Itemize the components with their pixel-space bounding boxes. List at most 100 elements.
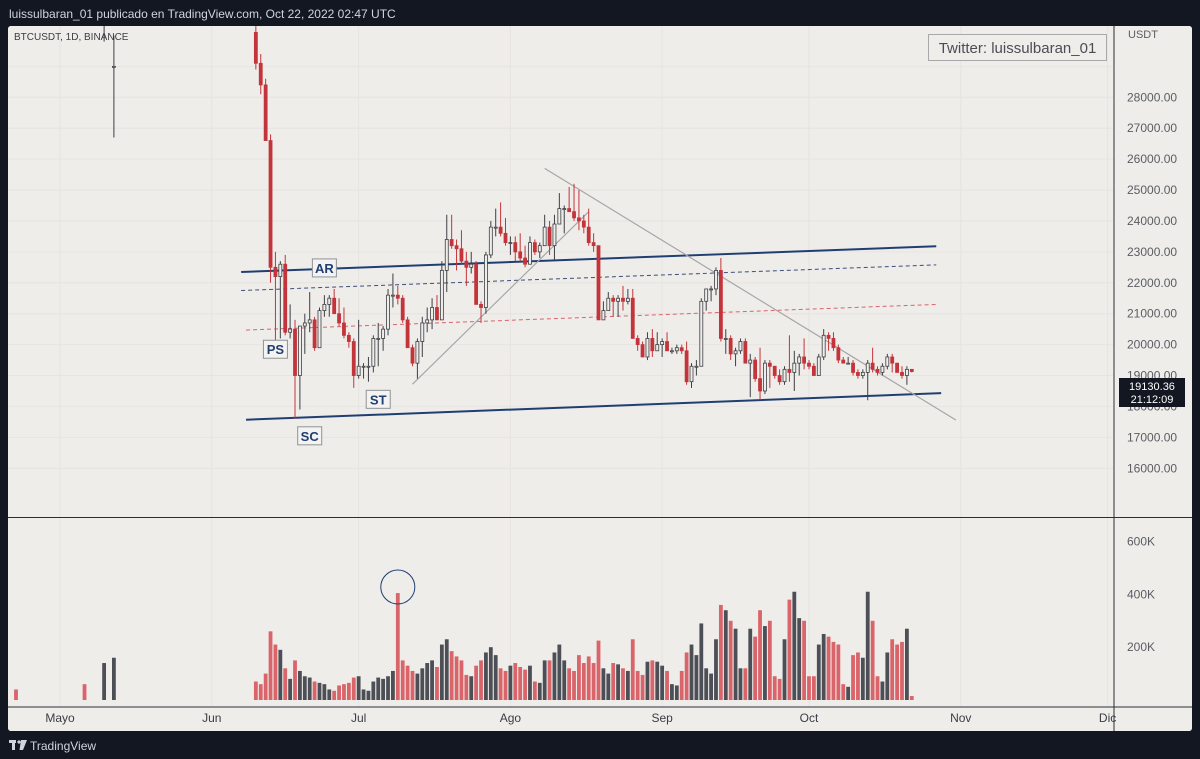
volume-bar[interactable] — [640, 674, 645, 700]
volume-bar[interactable] — [346, 682, 351, 700]
candle[interactable] — [831, 332, 836, 351]
volume-bar[interactable] — [650, 660, 655, 700]
candle[interactable] — [312, 316, 317, 351]
candle[interactable] — [425, 307, 430, 333]
volume-bar[interactable] — [567, 668, 572, 700]
volume-bar[interactable] — [572, 670, 576, 700]
volume-bar[interactable] — [748, 628, 753, 700]
volume-bar[interactable] — [488, 647, 493, 700]
volume-bar[interactable] — [860, 657, 865, 700]
candle[interactable] — [689, 363, 694, 388]
volume-bar[interactable] — [665, 670, 669, 700]
volume-bar[interactable] — [772, 676, 777, 700]
volume-bar[interactable] — [14, 689, 18, 700]
volume-bar[interactable] — [591, 663, 596, 700]
descending-trendline[interactable] — [544, 167, 957, 421]
candle[interactable] — [503, 217, 508, 246]
volume-bar[interactable] — [836, 644, 841, 700]
candle[interactable] — [904, 366, 909, 385]
candle[interactable] — [298, 325, 302, 410]
volume-bar[interactable] — [366, 690, 371, 700]
volume-bar[interactable] — [430, 660, 434, 700]
volume-bar[interactable] — [802, 620, 806, 700]
candle[interactable] — [772, 365, 777, 379]
volume-bar[interactable] — [298, 670, 302, 700]
candle[interactable] — [469, 251, 474, 274]
candle[interactable] — [327, 295, 332, 317]
candle[interactable] — [821, 329, 826, 361]
volume-bar[interactable] — [758, 610, 762, 700]
candle[interactable] — [674, 344, 679, 354]
volume-bar[interactable] — [435, 666, 439, 700]
volume-bar[interactable] — [733, 628, 738, 700]
volume-bar[interactable] — [841, 684, 846, 700]
candle[interactable] — [650, 329, 655, 357]
volume-bar[interactable] — [856, 652, 860, 700]
candle[interactable] — [430, 298, 434, 330]
volume-bar[interactable] — [449, 651, 454, 700]
volume-bar[interactable] — [699, 623, 704, 700]
candle[interactable] — [885, 353, 890, 370]
candle[interactable] — [552, 214, 557, 262]
volume-bar[interactable] — [439, 644, 444, 700]
volume-bar[interactable] — [542, 660, 547, 700]
volume-bar[interactable] — [787, 599, 792, 700]
candle[interactable] — [479, 301, 483, 323]
volume-bar[interactable] — [381, 678, 386, 700]
volume-bar[interactable] — [302, 676, 307, 700]
candle[interactable] — [415, 338, 420, 379]
volume-bar[interactable] — [532, 681, 537, 700]
volume-bar[interactable] — [283, 668, 288, 700]
volume-bar[interactable] — [322, 684, 327, 700]
volume-bar[interactable] — [728, 620, 733, 700]
volume-bar[interactable] — [307, 677, 312, 700]
volume-bar[interactable] — [376, 677, 381, 700]
volume-bar[interactable] — [391, 670, 395, 700]
candle[interactable] — [484, 251, 488, 314]
volume-bar[interactable] — [278, 649, 283, 700]
candle[interactable] — [704, 288, 709, 311]
candle[interactable] — [532, 239, 537, 255]
volume-bar[interactable] — [625, 670, 630, 700]
candle[interactable] — [386, 288, 390, 336]
candle[interactable] — [351, 338, 356, 388]
candle[interactable] — [699, 298, 704, 367]
candle[interactable] — [679, 344, 684, 354]
candle[interactable] — [728, 335, 733, 361]
candle[interactable] — [753, 356, 758, 382]
volume-bar[interactable] — [821, 633, 826, 700]
volume-bar[interactable] — [479, 660, 483, 700]
volume-bar[interactable] — [797, 618, 802, 700]
candle[interactable] — [283, 254, 288, 336]
volume-bar[interactable] — [655, 661, 660, 700]
volume-bar[interactable] — [420, 668, 425, 700]
candle[interactable] — [694, 360, 699, 376]
candle[interactable] — [498, 202, 503, 237]
candle[interactable] — [103, 26, 106, 42]
label-st[interactable]: ST — [365, 389, 391, 409]
volume-bar[interactable] — [547, 660, 552, 700]
candle[interactable] — [391, 273, 395, 308]
volume-bar[interactable] — [763, 626, 767, 700]
candle[interactable] — [444, 214, 449, 293]
volume-bar[interactable] — [890, 639, 895, 700]
candle[interactable] — [337, 298, 341, 327]
volume-bar[interactable] — [464, 674, 469, 700]
candle[interactable] — [523, 245, 527, 268]
volume-bar[interactable] — [371, 681, 376, 700]
candle[interactable] — [807, 360, 811, 370]
volume-bar[interactable] — [875, 676, 880, 700]
volume-bar[interactable] — [395, 593, 400, 700]
candle[interactable] — [528, 236, 532, 265]
volume-bar[interactable] — [581, 663, 586, 700]
candle[interactable] — [841, 356, 846, 364]
candle[interactable] — [542, 214, 547, 247]
channel-lower-line[interactable] — [246, 392, 942, 421]
candle[interactable] — [890, 353, 895, 373]
candle[interactable] — [763, 360, 767, 395]
volume-bar[interactable] — [811, 676, 816, 700]
candle[interactable] — [596, 245, 601, 321]
volume-bar[interactable] — [870, 620, 875, 700]
volume-bar[interactable] — [630, 639, 635, 700]
candle[interactable] — [767, 360, 772, 388]
